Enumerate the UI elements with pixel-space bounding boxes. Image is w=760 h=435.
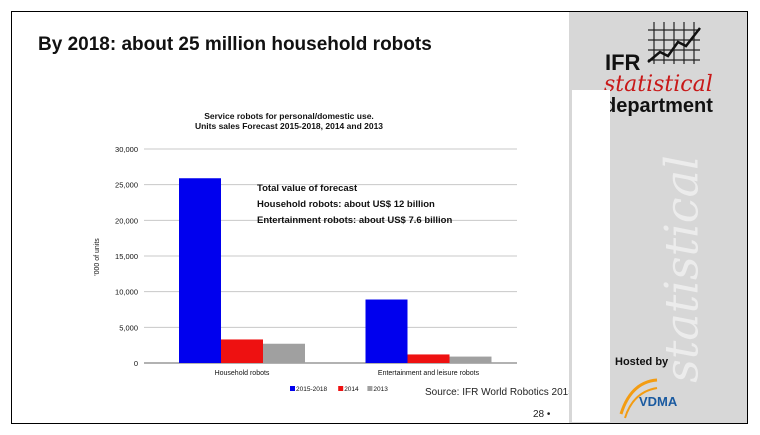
- grid-chart-icon: [647, 22, 701, 64]
- bar-2013-1: [449, 356, 492, 363]
- y-tick-label: 25,000: [115, 181, 138, 190]
- category-label: Household robots: [215, 370, 270, 377]
- vdma-logo-text: VDMA: [639, 394, 678, 409]
- hosted-by-label: Hosted by: [615, 356, 669, 368]
- legend-swatch: [338, 386, 344, 391]
- ifr-logo: IFR statistical department: [591, 20, 741, 140]
- y-tick-label: 10,000: [115, 288, 138, 297]
- category-label: Entertainment and leisure robots: [378, 370, 480, 377]
- bar-2014-0: [221, 339, 263, 363]
- legend-label: 2015-2018: [296, 386, 327, 393]
- note-total-value: Total value of forecast: [257, 183, 358, 194]
- bar-2014-1: [407, 354, 450, 363]
- legend-swatch: [367, 386, 373, 391]
- sidebar-white-corner: [572, 342, 610, 422]
- bar-chart: Service robots for personal/domestic use…: [94, 111, 517, 393]
- vdma-logo-icon: [619, 378, 658, 419]
- y-tick-label: 15,000: [115, 252, 138, 261]
- y-tick-label: 30,000: [115, 145, 138, 154]
- y-tick-label: 0: [134, 359, 138, 368]
- y-tick-label: 20,000: [115, 216, 138, 225]
- legend-label: 2014: [344, 386, 359, 393]
- legend-label: 2013: [373, 386, 388, 393]
- bar-2015-2018-0: [179, 178, 221, 363]
- page-number: 28 •: [533, 409, 551, 420]
- chart-subtitle: Units sales Forecast 2015-2018, 2014 and…: [195, 121, 383, 131]
- logo-ifr-text: IFR: [605, 50, 641, 75]
- note-entertainment-value: Entertainment robots: about US$ 7.6 bill…: [257, 215, 453, 226]
- slide-frame: By 2018: about 25 million household robo…: [11, 11, 748, 424]
- sidebar-watermark: statistical: [654, 155, 709, 383]
- legend-swatch: [290, 386, 295, 391]
- logo-statistical-text: statistical: [604, 72, 713, 97]
- slide-title: By 2018: about 25 million household robo…: [38, 34, 432, 55]
- logo-department-text: department: [604, 95, 713, 117]
- chart-title: Service robots for personal/domestic use…: [204, 111, 374, 121]
- note-household-value: Household robots: about US$ 12 billion: [257, 199, 435, 210]
- source-text: Source: IFR World Robotics 2015: [425, 387, 574, 398]
- bar-2015-2018-1: [365, 299, 408, 363]
- y-tick-label: 5,000: [119, 323, 138, 332]
- bar-2013-0: [263, 343, 305, 363]
- y-axis-label: '000 of units: [94, 238, 101, 276]
